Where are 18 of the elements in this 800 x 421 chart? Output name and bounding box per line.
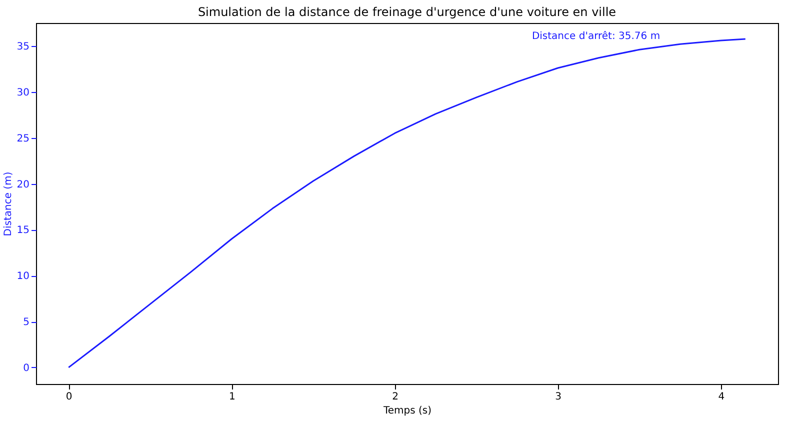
y-axis-title: Distance (m) xyxy=(2,172,14,236)
y-tick-label: 0 xyxy=(23,362,30,374)
chart-title: Simulation de la distance de freinage d'urgence d'une voiture en ville xyxy=(198,5,616,19)
x-tick-label: 0 xyxy=(66,392,72,402)
x-axis-title: Temps (s) xyxy=(382,406,432,416)
y-tick-label: 15 xyxy=(16,225,30,236)
y-tick-label: 35 xyxy=(16,41,30,52)
y-tick-label: 30 xyxy=(16,87,30,98)
x-tick-label: 2 xyxy=(392,392,398,402)
y-tick-label: 25 xyxy=(16,133,30,144)
line-series xyxy=(68,38,746,368)
x-tick-label: 4 xyxy=(718,392,725,402)
y-tick-label: 10 xyxy=(16,271,30,282)
y-tick-label: 20 xyxy=(16,179,30,190)
x-tick-label: 1 xyxy=(229,392,236,402)
x-tick-label: 3 xyxy=(555,392,562,402)
annotation: Distance d'arrêt: 35.76 m xyxy=(532,31,660,42)
y-tick-label: 5 xyxy=(23,317,30,328)
